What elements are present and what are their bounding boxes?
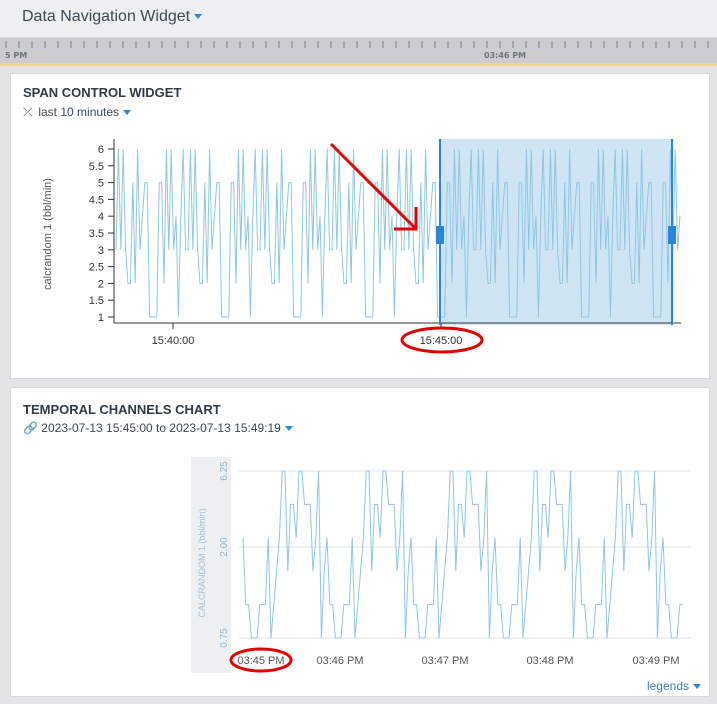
timeline-ruler[interactable]: 5 PM 03:46 PM (0, 38, 717, 66)
temporal-y-axis-label: CALCRANDOM 1 (bbl/min) (197, 508, 207, 617)
chevron-down-icon (693, 684, 701, 690)
temporal-x-tick-label: 03:48 PM (526, 655, 573, 667)
annotation-arrow-head (394, 207, 418, 231)
temporal-chart[interactable]: CALCRANDOM 1 (bbl/min) 6.25 2.00 0.75 03:4… (11, 443, 709, 673)
temporal-range-dropdown[interactable]: 🔗 2023-07-13 15:45:00 to 2023-07-13 15:4… (23, 421, 293, 435)
span-y-tick-label: 4.5 (89, 194, 104, 206)
span-y-axis-label: calcrandom 1 (bbl/min) (42, 178, 54, 290)
temporal-x-tick-label: 03:45 PM (237, 655, 284, 667)
span-range-label: last 10 minutes (38, 105, 120, 119)
annotation-circle-temporal (229, 647, 293, 673)
temporal-y-tick-label: 6.25 (219, 461, 230, 481)
span-y-tick-label: 3.5 (89, 228, 104, 240)
legends-dropdown[interactable]: legends (647, 679, 701, 693)
span-y-tick-label: 3 (98, 245, 104, 257)
selection-left-handle[interactable] (436, 226, 444, 244)
selection-right-handle[interactable] (668, 226, 676, 244)
temporal-chart-title: TEMPORAL CHANNELS CHART (23, 402, 221, 417)
chevron-down-icon (284, 426, 293, 432)
span-x-tick-label: 15:45:00 (420, 335, 463, 347)
widget-title-dropdown[interactable]: Data Navigation Widget (22, 8, 203, 26)
link-icon: 🔗 (23, 421, 38, 435)
chevron-down-icon (123, 110, 132, 116)
span-y-tick-label: 1.5 (89, 295, 104, 307)
timeline-left-label: 5 PM (5, 51, 28, 60)
span-y-tick-label: 4 (98, 211, 104, 223)
temporal-x-tick-label: 03:46 PM (316, 655, 363, 667)
timeline-ticks (5, 41, 709, 48)
span-y-tick-label: 2.5 (89, 262, 104, 274)
annotation-circle (400, 326, 484, 354)
widget-title: Data Navigation Widget (22, 8, 191, 25)
temporal-series-line (242, 470, 683, 639)
temporal-chart-panel: TEMPORAL CHANNELS CHART 🔗 2023-07-13 15:… (10, 387, 710, 697)
span-control-title: SPAN CONTROL WIDGET (23, 85, 182, 100)
annotation-arrow (329, 142, 418, 231)
span-y-tick-label: 2 (98, 278, 104, 290)
timeline-marker-label: 03:46 PM (484, 51, 527, 60)
title-bar: Data Navigation Widget (0, 0, 717, 38)
span-y-tick-label: 5 (98, 178, 104, 190)
chevron-down-icon (194, 14, 203, 20)
span-chart[interactable]: 1 1.5 2 2.5 3 3.5 4 4.5 5 5.5 6 15:40:00 15:45:00 c… (11, 129, 709, 369)
legends-label: legends (646, 679, 689, 693)
temporal-x-tick-label: 03:47 PM (421, 655, 468, 667)
span-y-tick-label: 6 (98, 144, 104, 156)
temporal-range-label: 2023-07-13 15:45:00 to 2023-07-13 15:49:… (41, 421, 281, 435)
temporal-y-tick-label: 2.00 (219, 537, 230, 557)
span-y-tick-label: 5.5 (89, 161, 104, 173)
span-x-tick-label: 15:40:00 (152, 335, 195, 347)
unlink-icon: ⤫ (23, 105, 33, 119)
span-range-dropdown[interactable]: ⤫ last 10 minutes (23, 105, 132, 120)
temporal-x-tick-label: 03:49 PM (632, 655, 679, 667)
span-y-tick-label: 1 (98, 312, 104, 324)
temporal-y-axis-band (191, 457, 231, 673)
span-series-line (115, 148, 681, 318)
temporal-y-tick-label: 0.75 (219, 628, 230, 648)
